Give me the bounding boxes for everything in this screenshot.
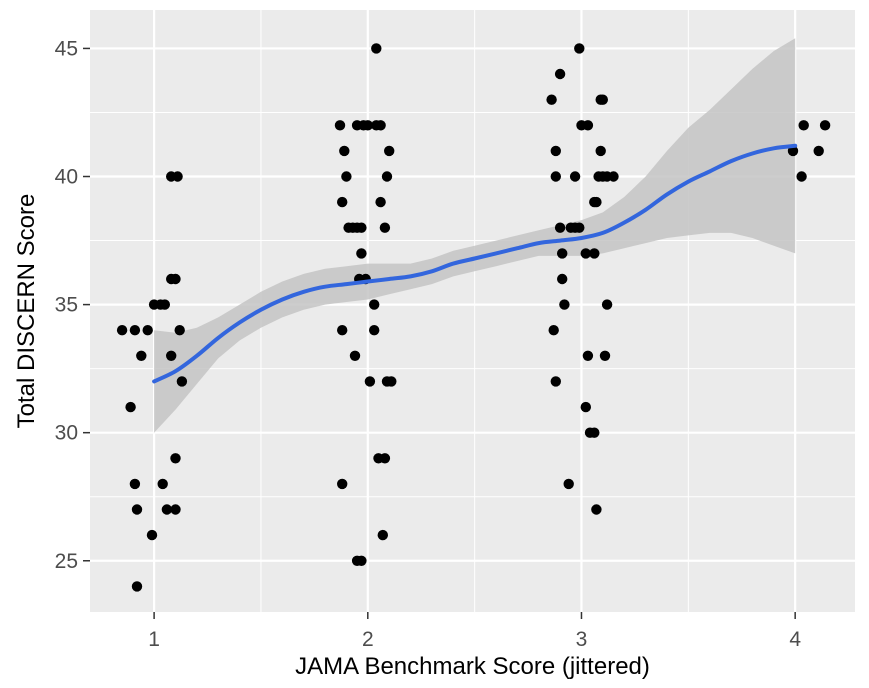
data-point [371, 43, 382, 54]
data-point [608, 171, 619, 182]
data-point [339, 145, 350, 157]
data-point [377, 529, 388, 541]
data-point [157, 478, 168, 490]
data-point [337, 196, 348, 208]
data-point [550, 376, 561, 387]
data-point [550, 145, 561, 157]
x-axis-title: JAMA Benchmark Score (jittered) [295, 653, 650, 680]
axes: 1 2 3 4 25 30 35 40 45 [55, 37, 802, 651]
data-point [574, 222, 585, 233]
data-point [582, 350, 594, 361]
major-gridlines [90, 10, 855, 612]
y-tick-label: 40 [55, 166, 78, 189]
data-point [170, 273, 181, 285]
data-point [379, 222, 391, 233]
data-point [349, 350, 361, 361]
data-point [589, 427, 600, 438]
data-point [601, 299, 613, 310]
data-point [131, 504, 143, 515]
data-point [356, 248, 367, 259]
data-point [172, 171, 183, 182]
data-point [356, 222, 367, 233]
data-point [129, 478, 141, 490]
data-point [563, 478, 574, 490]
data-point [554, 68, 566, 80]
data-point [170, 453, 181, 464]
data-point [170, 504, 181, 515]
x-tick-label: 2 [362, 628, 374, 651]
data-point [386, 376, 397, 387]
data-point [550, 171, 561, 182]
confidence-band [154, 38, 796, 433]
data-point [580, 401, 591, 413]
data-point [589, 248, 600, 259]
data-point [356, 555, 367, 566]
data-point [131, 581, 143, 592]
data-point [337, 325, 348, 336]
data-point [796, 171, 807, 182]
data-point [381, 171, 393, 182]
data-point [798, 120, 809, 131]
data-point [569, 171, 581, 182]
y-tick-label: 25 [55, 550, 78, 573]
data-point [364, 376, 376, 387]
data-point [362, 120, 373, 131]
data-point [819, 120, 831, 131]
data-point [129, 325, 141, 336]
data-point [379, 453, 391, 464]
data-point [369, 299, 380, 310]
data-point [142, 325, 153, 336]
scatter-points [116, 43, 831, 592]
data-point [146, 529, 158, 541]
data-point [161, 504, 173, 515]
x-tick-label: 3 [576, 628, 588, 651]
y-tick-label: 30 [55, 422, 78, 445]
data-point [548, 325, 559, 336]
data-point [597, 94, 608, 105]
data-point [341, 171, 352, 182]
data-point [595, 145, 606, 157]
data-point [136, 350, 147, 361]
data-point [574, 43, 585, 54]
y-tick-label: 35 [55, 294, 78, 317]
smooth-trend-line [152, 143, 798, 384]
data-point [554, 222, 566, 233]
data-point [159, 299, 170, 310]
data-point [176, 376, 188, 387]
data-point [557, 248, 568, 259]
data-point [116, 325, 128, 336]
data-point [174, 325, 185, 336]
data-point [337, 478, 348, 490]
data-point [580, 248, 591, 259]
data-point [384, 145, 395, 157]
data-point [559, 299, 570, 310]
data-point [591, 504, 602, 515]
data-point [599, 350, 611, 361]
data-point [591, 196, 602, 208]
data-point [125, 401, 136, 413]
data-point [166, 350, 177, 361]
data-point [546, 94, 557, 105]
data-point [369, 325, 380, 336]
data-point [813, 145, 824, 157]
data-point [375, 120, 386, 131]
data-point [375, 196, 386, 208]
data-point [334, 120, 346, 131]
data-point [582, 120, 594, 131]
data-point [787, 145, 799, 157]
data-point [557, 273, 568, 285]
x-tick-label: 4 [789, 628, 801, 651]
x-tick-label: 1 [148, 628, 160, 651]
y-tick-label: 45 [55, 37, 78, 60]
y-axis-title: Total DISCERN Score [13, 194, 40, 429]
